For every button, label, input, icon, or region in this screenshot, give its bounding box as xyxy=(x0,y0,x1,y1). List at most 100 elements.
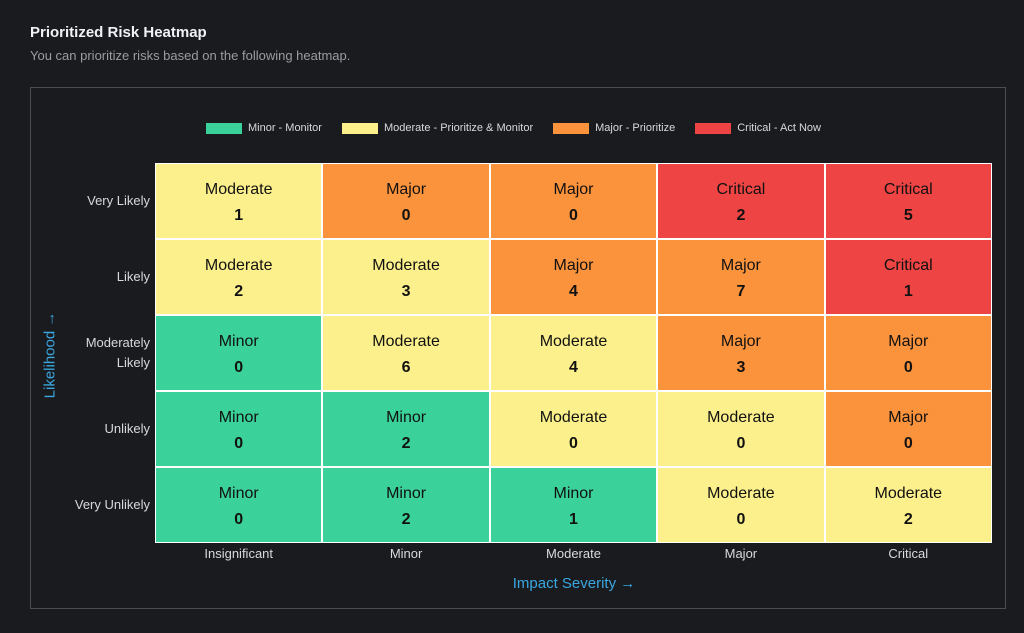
heatmap-cell: Moderate 4 xyxy=(490,316,657,390)
legend-swatch-critical xyxy=(695,122,732,134)
legend-item-minor[interactable]: Minor - Monitor xyxy=(206,122,322,134)
y-tick-label: Moderately Likely xyxy=(85,335,150,370)
cell-level-label: Critical xyxy=(883,257,933,274)
cell-count-label: 0 xyxy=(234,435,244,452)
chart-panel xyxy=(30,87,1006,609)
x-tick-label: Minor xyxy=(389,546,423,561)
heatmap-cell: Moderate 6 xyxy=(323,316,489,390)
heatmap-cell: Moderate 2 xyxy=(825,468,991,542)
cell-count-label: 0 xyxy=(234,359,244,376)
cell-count-label: 0 xyxy=(903,359,913,376)
cell-level-label: Critical xyxy=(883,181,933,198)
cell-level-label: Moderate xyxy=(372,333,440,350)
cell-count-label: 0 xyxy=(401,207,411,224)
x-axis-title: Impact Severity → xyxy=(512,575,636,592)
cell-level-label: Moderate xyxy=(539,409,608,426)
heatmap-cell: Moderate 0 xyxy=(490,392,657,466)
heatmap-cell: Critical 1 xyxy=(825,240,991,314)
heatmap-cell: Moderate 1 xyxy=(156,164,322,238)
heatmap-cell: Major 0 xyxy=(825,392,991,466)
heatmap-cell: Major 7 xyxy=(658,240,824,314)
cell-count-label: 1 xyxy=(234,207,244,224)
cell-count-label: 3 xyxy=(401,283,411,300)
heatmap-cell: Minor 0 xyxy=(156,468,322,542)
cell-level-label: Major xyxy=(720,333,761,350)
cell-count-label: 0 xyxy=(234,511,244,528)
cell-count-label: 0 xyxy=(903,435,913,452)
legend-item-critical[interactable]: Critical - Act Now xyxy=(695,122,821,134)
cell-count-label: 2 xyxy=(234,283,244,300)
cell-count-label: 6 xyxy=(401,359,411,376)
cell-count-label: 2 xyxy=(401,511,411,528)
cell-count-label: 1 xyxy=(569,511,578,528)
y-tick-label: Likely xyxy=(116,269,150,284)
cell-level-label: Minor xyxy=(218,485,259,502)
cell-level-label: Major xyxy=(888,333,929,350)
cell-level-label: Critical xyxy=(716,181,766,198)
heatmap-cell: Moderate 2 xyxy=(156,240,322,314)
heatmap-cell: Minor 2 xyxy=(323,392,489,466)
cell-count-label: 5 xyxy=(903,207,913,224)
cell-level-label: Major xyxy=(386,181,427,198)
heatmap-cell: Major 4 xyxy=(490,240,657,314)
cell-level-label: Moderate xyxy=(204,257,273,274)
page-title: Prioritized Risk Heatmap xyxy=(30,24,207,41)
y-tick-label: Very Likely xyxy=(87,193,150,208)
heatmap-cell: Moderate 0 xyxy=(658,392,824,466)
legend-label-minor: Minor - Monitor xyxy=(248,122,322,134)
cell-count-label: 1 xyxy=(903,283,913,300)
cell-level-label: Moderate xyxy=(707,485,775,502)
cell-level-label: Minor xyxy=(218,333,259,350)
legend-label-moderate: Moderate - Prioritize & Monitor xyxy=(383,122,534,134)
cell-level-label: Moderate xyxy=(874,485,943,502)
heatmap-cell: Critical 2 xyxy=(658,164,824,238)
cell-level-label: Moderate xyxy=(372,257,440,274)
y-axis-title: Likelihood → xyxy=(41,311,59,399)
heatmap-cell: Major 0 xyxy=(490,164,657,238)
cell-level-label: Minor xyxy=(386,485,427,502)
cell-level-label: Moderate xyxy=(707,409,775,426)
cell-count-label: 0 xyxy=(736,511,746,528)
legend-label-major: Major - Prioritize xyxy=(595,122,676,134)
heatmap-cell: Major 0 xyxy=(825,316,991,390)
legend-item-major[interactable]: Major - Prioritize xyxy=(553,122,675,134)
legend-swatch-moderate xyxy=(341,122,378,134)
legend-swatch-major xyxy=(553,122,590,134)
heatmap-cell: Moderate 3 xyxy=(323,240,489,314)
cell-count-label: 2 xyxy=(401,435,411,452)
heatmap-grid: Moderate 1 Major 0 Major 0 Critical 2 Critical 5 M… xyxy=(155,163,992,543)
cell-count-label: 3 xyxy=(736,359,746,376)
cell-count-label: 0 xyxy=(569,207,578,224)
cell-count-label: 7 xyxy=(736,283,746,300)
heatmap-cell: Major 0 xyxy=(323,164,489,238)
cell-count-label: 4 xyxy=(569,359,578,376)
cell-level-label: Minor xyxy=(386,409,427,426)
cell-level-label: Moderate xyxy=(539,333,608,350)
cell-count-label: 0 xyxy=(736,435,746,452)
x-tick-label: Insignificant xyxy=(204,546,274,561)
x-tick-label: Critical xyxy=(888,546,929,561)
cell-count-label: 2 xyxy=(903,511,913,528)
cell-level-label: Moderate xyxy=(204,181,273,198)
cell-count-label: 2 xyxy=(736,207,746,224)
cell-level-label: Major xyxy=(553,257,594,274)
legend-item-moderate[interactable]: Moderate - Prioritize & Monitor xyxy=(341,122,534,134)
legend: Minor - Monitor Moderate - Prioritize & … xyxy=(206,122,841,134)
y-tick-label: Very Unlikely xyxy=(74,497,150,512)
heatmap-cell: Moderate 0 xyxy=(658,468,824,542)
heatmap-cell: Minor 0 xyxy=(156,316,322,390)
cell-level-label: Major xyxy=(553,181,594,198)
legend-label-critical: Critical - Act Now xyxy=(737,122,821,134)
cell-level-label: Major xyxy=(720,257,761,274)
x-tick-label: Major xyxy=(724,546,758,561)
x-tick-label: Moderate xyxy=(546,546,601,561)
cell-level-label: Major xyxy=(888,409,929,426)
cell-count-label: 0 xyxy=(569,435,578,452)
y-tick-label: Unlikely xyxy=(104,421,150,436)
cell-count-label: 4 xyxy=(569,283,578,300)
heatmap-cell: Minor 2 xyxy=(323,468,489,542)
cell-level-label: Minor xyxy=(218,409,259,426)
page-subtitle: You can prioritize risks based on the fo… xyxy=(30,48,351,63)
heatmap-cell: Major 3 xyxy=(658,316,824,390)
heatmap-cell: Minor 0 xyxy=(156,392,322,466)
